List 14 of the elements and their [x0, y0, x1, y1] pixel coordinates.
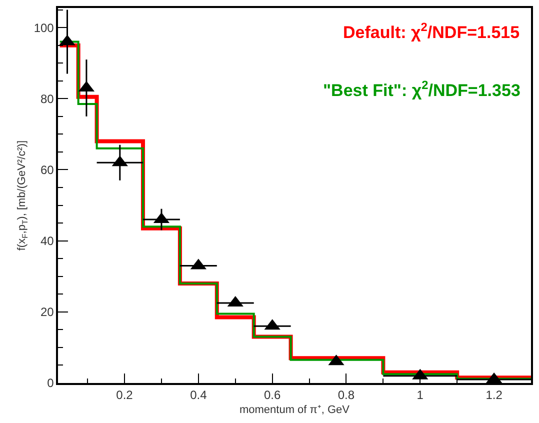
annotation: Default: χ$^{2}$/NDF=1.515 — [343, 20, 520, 42]
y-tick-label: 100 — [34, 20, 54, 35]
y-tick-label: 20 — [40, 305, 54, 320]
x-tick-label: 0.2 — [116, 388, 134, 402]
y-tick-label: 40 — [40, 234, 54, 248]
y-tick-label: 80 — [40, 92, 54, 106]
x-tick-label: 1 — [416, 388, 424, 402]
x-tick-label: 0.4 — [190, 388, 208, 402]
x-tick-label: 0.8 — [338, 388, 355, 402]
y-tick-label: 60 — [40, 162, 54, 177]
x-tick-label: 0.6 — [264, 388, 281, 402]
x-tick-label: 1.2 — [486, 388, 503, 402]
x-axis-title: momentum of π⁺, GeV — [239, 404, 350, 416]
y-tick-label: 0 — [47, 376, 54, 390]
